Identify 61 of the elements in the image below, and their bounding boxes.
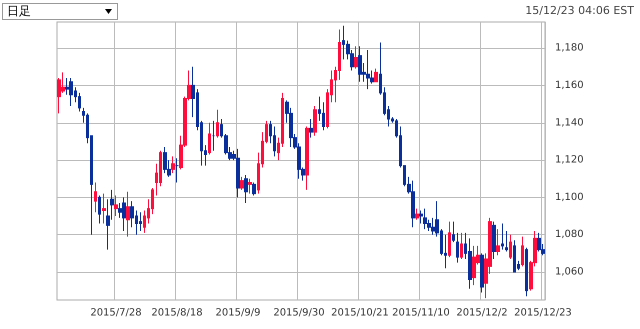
x-tick-label: 2015/9/30 — [273, 308, 325, 318]
text: 15/12/23 04:06 EST — [525, 4, 634, 17]
x-tick-label: 2015/10/21 — [331, 308, 389, 318]
y-tick-label: 1,100 — [555, 192, 584, 203]
candlestick — [309, 118, 313, 138]
candlestick — [313, 105, 317, 136]
candlestick — [411, 180, 415, 228]
candlestick — [525, 247, 528, 297]
candlestick — [216, 109, 219, 138]
candlestick — [305, 126, 309, 190]
x-tick-label: 2015/12/23 — [514, 308, 572, 318]
candlestick — [513, 240, 516, 273]
candlestick — [252, 182, 256, 196]
candlestick — [505, 230, 508, 252]
candlestick — [492, 221, 496, 260]
candlestick — [509, 234, 512, 260]
candlestick — [171, 156, 175, 174]
candlestick — [452, 221, 455, 243]
candlestick — [460, 232, 463, 260]
candlestick — [358, 46, 362, 82]
candlestick — [472, 245, 476, 286]
candlestick — [456, 232, 459, 264]
y-tick-label: 1,060 — [555, 266, 584, 278]
candlestick — [98, 195, 101, 224]
candlestick — [423, 208, 427, 230]
candlestick — [175, 158, 179, 183]
y-tick-label: 1,180 — [555, 42, 584, 54]
x-tick-label: 2015/11/10 — [392, 308, 450, 318]
candlestick — [126, 191, 130, 238]
candlestick — [521, 236, 524, 267]
candlestick — [244, 174, 248, 204]
candlestick — [501, 223, 504, 250]
candlestick — [248, 178, 252, 194]
candlestick — [366, 49, 370, 90]
candlestick — [212, 120, 215, 152]
candlestick — [208, 122, 211, 155]
y-tick-label: 1,160 — [555, 80, 584, 91]
candlestick — [236, 148, 240, 198]
candlestick — [94, 182, 97, 213]
text: 日足 — [7, 4, 31, 18]
candlestick — [69, 77, 73, 106]
y-tick-label: 1,140 — [555, 117, 584, 128]
candlestick — [415, 208, 419, 220]
candlestick — [122, 196, 126, 232]
candlestick — [448, 221, 451, 258]
candlestick — [240, 176, 244, 190]
candlestick — [139, 212, 142, 232]
candlestick — [537, 232, 541, 252]
candlestick — [374, 68, 378, 82]
candlestick — [102, 193, 106, 224]
x-tick-label: 2015/9/9 — [216, 308, 260, 318]
x-tick-label: 2015/7/28 — [90, 308, 142, 318]
y-tick-label: 1,080 — [555, 229, 584, 240]
y-tick-label: 1,120 — [555, 154, 584, 166]
candlestick — [480, 252, 484, 294]
candlestick — [354, 46, 358, 70]
candlestick — [496, 228, 500, 256]
candlestick — [114, 195, 118, 217]
x-tick-label: 2015/8/18 — [151, 308, 203, 318]
candlestick — [163, 146, 167, 174]
x-tick-label: 2015/12/2 — [456, 308, 508, 318]
